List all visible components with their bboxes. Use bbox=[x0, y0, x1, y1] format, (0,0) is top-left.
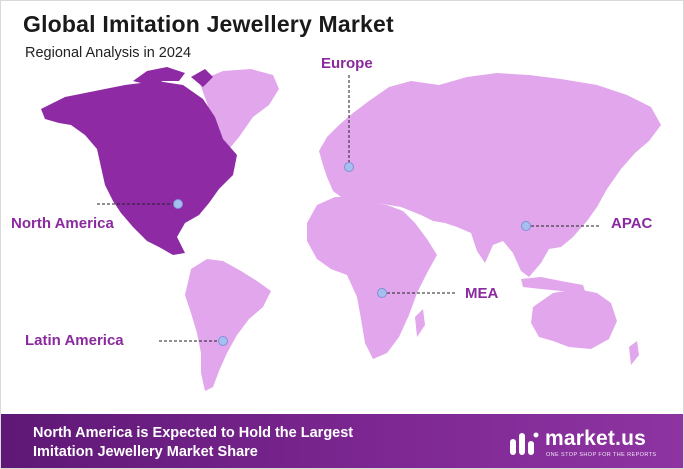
region-label-latin-america: Latin America bbox=[25, 332, 124, 349]
new-zealand-shape bbox=[629, 341, 639, 365]
region-label-north-america: North America bbox=[11, 215, 114, 232]
page-subtitle: Regional Analysis in 2024 bbox=[25, 45, 192, 61]
uk-shape bbox=[321, 141, 335, 163]
region-label-mea: MEA bbox=[465, 285, 499, 302]
latin-america-marker bbox=[218, 336, 228, 346]
footer-banner: North America is Expected to Hold the La… bbox=[1, 414, 683, 468]
market-us-logo-icon bbox=[510, 432, 539, 455]
scandinavia-shape bbox=[353, 97, 393, 143]
apac-marker bbox=[521, 221, 531, 231]
region-label-europe: Europe bbox=[321, 55, 373, 72]
mea-marker bbox=[377, 288, 387, 298]
arctic-islands-shape bbox=[133, 67, 185, 85]
north-america-shape bbox=[41, 81, 237, 255]
north-america-marker bbox=[173, 199, 183, 209]
south-america-shape bbox=[185, 259, 271, 391]
footer-text: North America is Expected to Hold the La… bbox=[33, 424, 353, 462]
logo-tagline: ONE STOP SHOP FOR THE REPORTS bbox=[546, 452, 657, 458]
page-title: Global Imitation Jewellery Market bbox=[23, 11, 394, 37]
australia-shape bbox=[531, 289, 617, 349]
indonesia-shape bbox=[521, 277, 585, 291]
africa-shape bbox=[307, 197, 437, 359]
region-label-apac: APAC bbox=[611, 215, 653, 232]
footer-line-1: North America is Expected to Hold the La… bbox=[33, 425, 354, 441]
market-us-logo: market.us ONE STOP SHOP FOR THE REPORTS bbox=[509, 427, 679, 461]
arctic-islands-shape-2 bbox=[191, 69, 213, 87]
eurasia-shape bbox=[319, 73, 661, 277]
madagascar-shape bbox=[415, 309, 425, 337]
europe-marker bbox=[344, 162, 354, 172]
logo-name: market.us bbox=[545, 427, 647, 450]
footer-line-2: Imitation Jewellery Market Share bbox=[33, 444, 258, 460]
